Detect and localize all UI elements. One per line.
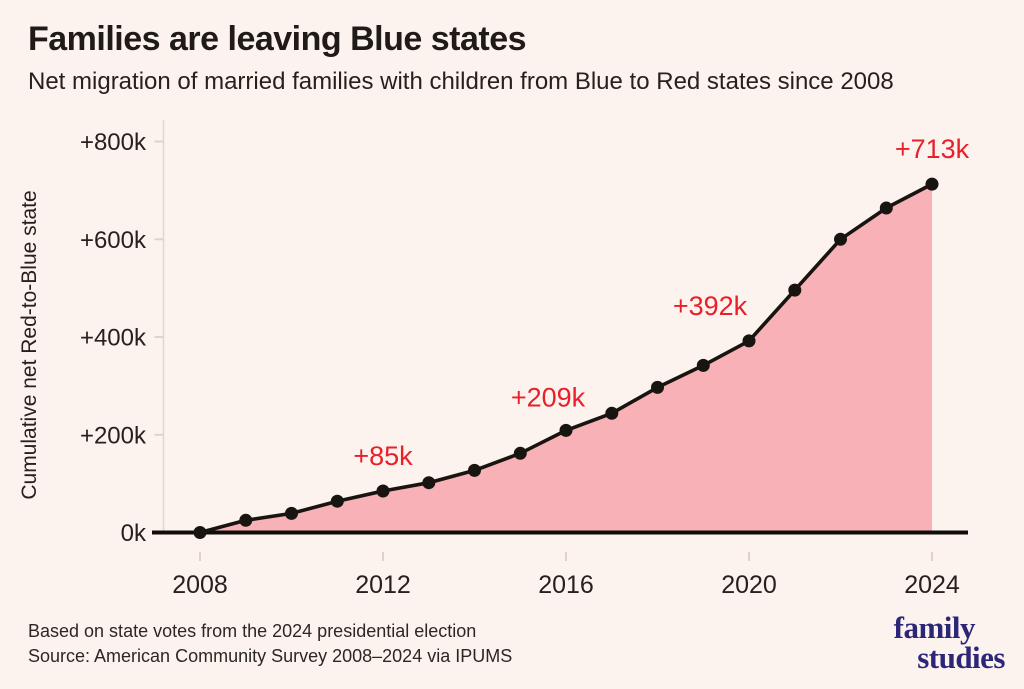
data-point: [559, 423, 573, 437]
x-tick-label: 2024: [904, 571, 960, 599]
data-point: [605, 406, 619, 420]
data-point: [696, 358, 710, 372]
data-point: [879, 201, 893, 215]
logo-word-studies: studies: [917, 640, 1005, 675]
value-annotation: +85k: [353, 441, 413, 471]
data-point: [925, 177, 939, 191]
x-tick-label: 2012: [355, 571, 411, 599]
data-point: [834, 232, 847, 246]
data-point: [330, 494, 344, 508]
y-tick-label: 0k: [121, 520, 147, 547]
page-title: Families are leaving Blue states: [28, 20, 527, 58]
value-annotation: +209k: [511, 382, 586, 412]
family-studies-logo: family studies: [893, 610, 1006, 675]
data-point: [651, 380, 664, 394]
x-tick-label: 2016: [538, 571, 594, 599]
data-point: [193, 526, 207, 539]
data-point: [285, 506, 298, 520]
x-tick-label: 2020: [721, 571, 777, 599]
page-subtitle: Net migration of married families with c…: [28, 68, 894, 95]
data-point: [468, 463, 481, 477]
y-tick-label: +400k: [80, 325, 147, 352]
data-point: [376, 484, 390, 498]
source-note: Source: American Community Survey 2008–2…: [28, 645, 513, 666]
data-point: [788, 283, 802, 297]
y-axis-title: Cumulative net Red-to-Blue state: [18, 190, 41, 499]
data-point: [513, 446, 527, 460]
y-tick-label: +600k: [80, 227, 147, 254]
y-tick-label: +800k: [80, 129, 147, 156]
value-annotation: +392k: [673, 291, 748, 321]
x-tick-label: 2008: [172, 571, 228, 599]
footnote: Based on state votes from the 2024 presi…: [28, 621, 477, 641]
value-annotation: +713k: [895, 134, 970, 164]
migration-area-fill: [200, 184, 932, 533]
footer-notes: Based on state votes from the 2024 presi…: [28, 619, 512, 668]
data-point: [422, 476, 436, 490]
y-tick-label: +200k: [80, 422, 147, 449]
data-point: [239, 513, 253, 527]
logo-word-family: family: [893, 610, 976, 645]
data-point: [742, 334, 756, 348]
